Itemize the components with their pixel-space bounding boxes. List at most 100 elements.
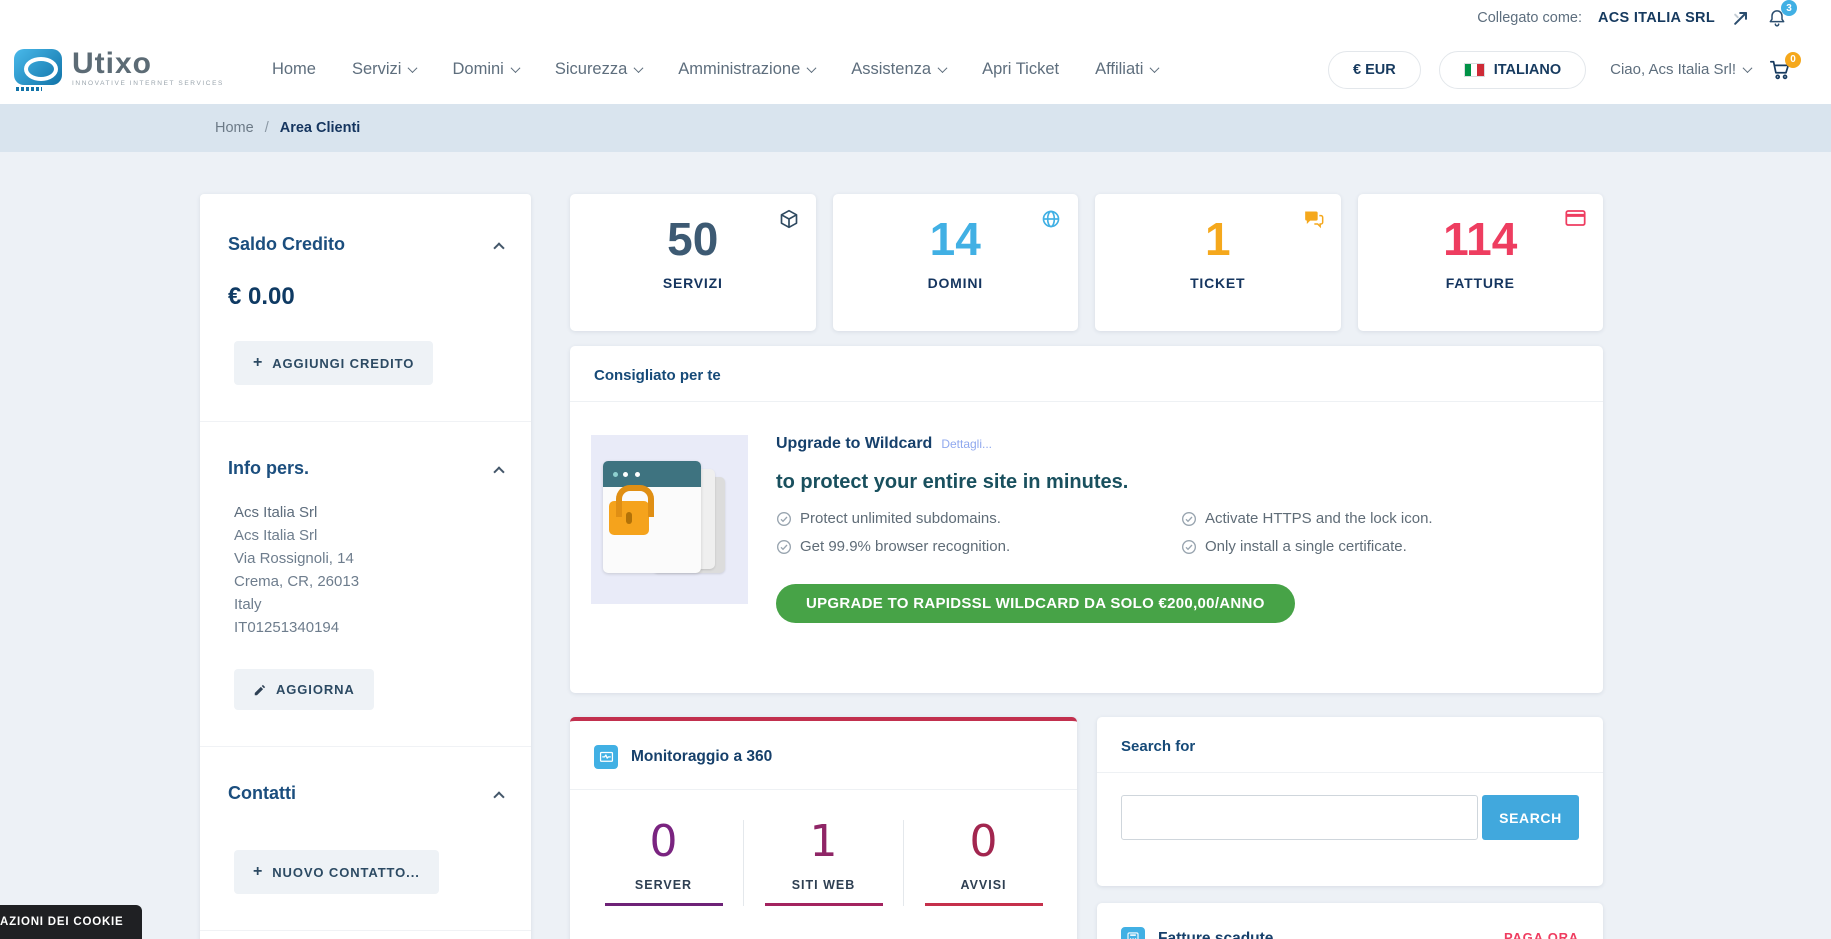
notifications-badge: 3 xyxy=(1781,0,1797,16)
monitoring-stat-avvisi: 0 AVVISI xyxy=(903,820,1063,906)
switch-account-button[interactable] xyxy=(1731,8,1751,28)
personal-info-section-header[interactable]: Info pers. xyxy=(228,458,505,479)
monitoring-stat-server: 0 SERVER xyxy=(584,820,743,906)
stat-card-servizi[interactable]: 50 SERVIZI xyxy=(570,194,816,331)
chat-icon xyxy=(1303,209,1324,229)
monitoring-icon xyxy=(594,745,618,769)
monitoring-stat-siti-web: 1 SITI WEB xyxy=(743,820,903,906)
search-input[interactable] xyxy=(1121,795,1478,840)
address-line: Crema, CR, 26013 xyxy=(234,573,360,590)
stat-value: 0 xyxy=(649,816,678,867)
search-button[interactable]: SEARCH xyxy=(1482,795,1579,840)
monitoring-title: Monitoraggio a 360 xyxy=(631,748,773,765)
padlock-icon xyxy=(609,485,654,535)
stats-row: 50 SERVIZI 14 DOMINI xyxy=(570,194,1603,331)
search-section: Search for SEARCH xyxy=(1097,717,1603,886)
feature-item: Protect unlimited subdomains. xyxy=(776,510,1181,527)
feature-item: Get 99.9% browser recognition. xyxy=(776,538,1181,555)
topbar: Collegato come: ACS ITALIA SRL 3 xyxy=(0,0,1831,35)
brand-logo[interactable]: Utixo INNOVATIVE INTERNET SERVICES xyxy=(14,46,224,91)
address-line: Acs Italia Srl xyxy=(234,504,318,521)
divider xyxy=(200,746,531,747)
stat-underline xyxy=(924,903,1043,906)
cart-badge: 0 xyxy=(1785,51,1801,68)
stat-value: 0 xyxy=(969,816,998,867)
nav-item-affiliati[interactable]: Affiliati xyxy=(1095,60,1160,79)
pay-now-link[interactable]: PAGA ORA xyxy=(1503,930,1579,939)
notifications-button[interactable]: 3 xyxy=(1767,0,1797,28)
stat-label: DOMINI xyxy=(927,275,983,291)
cookie-settings-button[interactable]: IMPOSTAZIONI DEI COOKIE xyxy=(0,905,142,939)
monitoring-section: Monitoraggio a 360 0 SERVER 1 SITI WEB 0 xyxy=(570,717,1077,939)
check-circle-icon xyxy=(776,539,792,555)
stat-card-domini[interactable]: 14 DOMINI xyxy=(832,194,1078,331)
chevron-down-icon xyxy=(1742,63,1753,74)
stat-label: TICKET xyxy=(1190,275,1246,291)
check-circle-icon xyxy=(1181,539,1197,555)
stat-label: SERVER xyxy=(634,878,693,892)
stat-underline xyxy=(764,903,883,906)
promo-title: Upgrade to Wildcard xyxy=(776,435,933,452)
connected-as-label: Collegato come: xyxy=(1477,9,1583,26)
chevron-down-icon xyxy=(937,63,948,74)
chevron-down-icon xyxy=(408,63,418,74)
brand-name: Utixo xyxy=(72,46,152,80)
chevron-up-icon xyxy=(493,790,505,803)
nav-item-assistenza[interactable]: Assistenza xyxy=(851,60,948,79)
account-menu[interactable]: Ciao, Acs Italia Srl! xyxy=(1610,61,1753,78)
chevron-up-icon xyxy=(493,241,505,254)
add-credit-button[interactable]: + AGGIUNGI CREDITO xyxy=(234,341,434,385)
check-circle-icon xyxy=(776,511,792,527)
stat-label: SITI WEB xyxy=(791,878,856,892)
credit-card-icon xyxy=(1565,209,1586,227)
calculator-icon xyxy=(1121,927,1145,939)
promo-subtitle: to protect your entire site in minutes. xyxy=(776,471,1129,493)
update-info-button[interactable]: AGGIORNA xyxy=(234,669,374,710)
page-title: Area Clienti xyxy=(279,120,361,136)
italy-flag-icon xyxy=(1463,62,1485,77)
overdue-invoices-title: Fatture scadute xyxy=(1158,930,1274,939)
currency-button[interactable]: € EUR xyxy=(1328,50,1421,89)
address-line: Acs Italia Srl xyxy=(234,527,318,544)
plus-icon: + xyxy=(253,354,264,371)
new-contact-button[interactable]: + NUOVO CONTATTO... xyxy=(234,850,439,894)
stat-value: 1 xyxy=(809,816,838,867)
stat-value: 1 xyxy=(1204,213,1231,265)
stat-card-ticket[interactable]: 1 TICKET xyxy=(1095,194,1341,331)
breadcrumb-home-link[interactable]: Home xyxy=(215,120,254,136)
chevron-down-icon xyxy=(1149,63,1160,74)
nav-item-servizi[interactable]: Servizi xyxy=(352,60,418,79)
contacts-section-header[interactable]: Contatti xyxy=(228,783,505,804)
feature-item: Activate HTTPS and the lock icon. xyxy=(1181,510,1586,527)
address-line: IT01251340194 xyxy=(234,619,340,636)
details-link[interactable]: Dettagli... xyxy=(941,437,993,451)
logo-dots xyxy=(16,86,42,91)
chevron-up-icon xyxy=(493,465,505,478)
main-menu: Home Servizi Domini Sicurezza Amministra… xyxy=(271,60,1160,79)
nav-item-amministrazione[interactable]: Amministrazione xyxy=(678,60,817,79)
nav-item-sicurezza[interactable]: Sicurezza xyxy=(555,60,644,79)
navbar: Utixo INNOVATIVE INTERNET SERVICES Home … xyxy=(0,35,1831,104)
nav-item-home[interactable]: Home xyxy=(271,60,316,78)
nav-item-domini[interactable]: Domini xyxy=(452,60,521,79)
nav-item-apri-ticket[interactable]: Apri Ticket xyxy=(982,60,1060,78)
address-line: Via Rossignoli, 14 xyxy=(234,550,354,567)
credit-section-header[interactable]: Saldo Credito xyxy=(228,234,505,255)
chevron-down-icon xyxy=(510,63,521,74)
stat-label: AVVISI xyxy=(960,878,1007,892)
overdue-invoices-section: Fatture scadute PAGA ORA xyxy=(1097,903,1603,939)
stat-label: FATTURE xyxy=(1445,275,1515,291)
recommended-title: Consigliato per te xyxy=(570,346,1603,402)
language-button[interactable]: ITALIANO xyxy=(1438,50,1587,89)
bell-icon xyxy=(1767,7,1787,28)
cart-button[interactable]: 0 xyxy=(1769,51,1801,81)
stat-card-fatture[interactable]: 114 FATTURE xyxy=(1357,194,1603,331)
utixo-logo-icon xyxy=(14,48,62,85)
upgrade-wildcard-button[interactable]: UPGRADE TO RAPIDSSL WILDCARD DA SOLO €20… xyxy=(776,584,1295,623)
credit-amount: € 0.00 xyxy=(228,283,295,310)
stat-label: SERVIZI xyxy=(662,275,723,291)
address-line: Italy xyxy=(234,596,262,613)
wildcard-promo-image xyxy=(591,435,748,604)
pencil-icon xyxy=(253,683,267,697)
stat-value: 50 xyxy=(667,213,719,265)
